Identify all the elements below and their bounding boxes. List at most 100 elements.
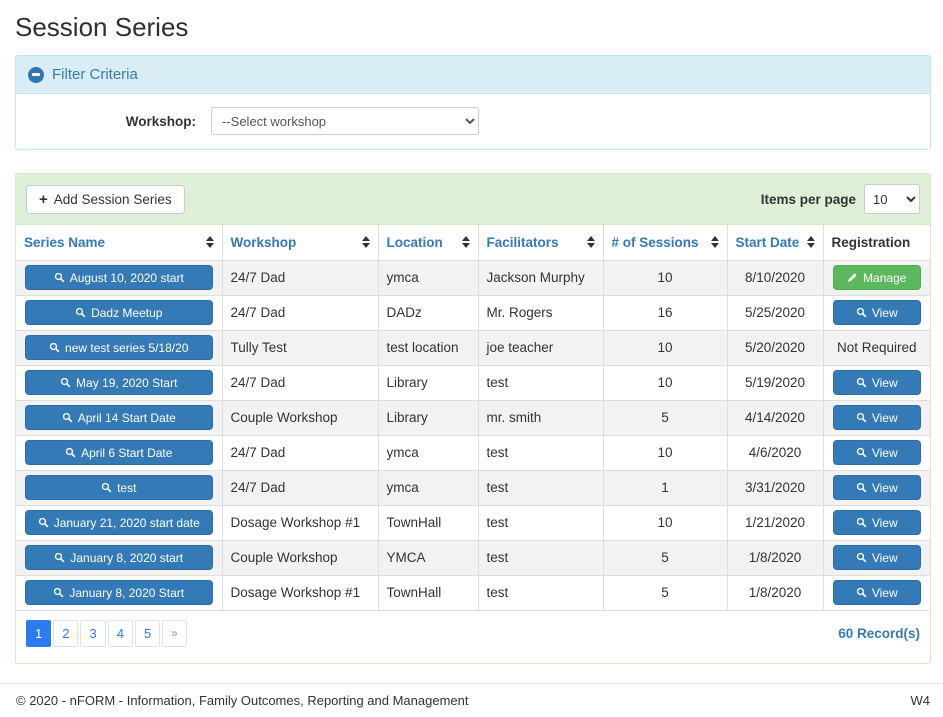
registration-button[interactable]: View [832,440,921,465]
series-name-label: January 21, 2020 start date [53,515,200,530]
registration-button-label: View [871,585,898,600]
copyright-text: © 2020 - nFORM - Information, Family Out… [16,693,469,708]
registration-button-label: View [871,410,898,425]
column-header-series-name[interactable]: Series Name [16,225,223,261]
column-header-facilitators[interactable]: Facilitators [478,225,604,261]
pagination-page-2[interactable]: 2 [53,619,79,647]
pagination-page-4[interactable]: 4 [107,619,133,647]
registration-button[interactable]: View [832,475,921,500]
registration-button-label: View [871,480,898,495]
registration-button[interactable]: View [832,545,921,570]
session-series-card: + Add Session Series Items per page 10 S… [15,173,931,664]
pencil-icon [848,273,857,282]
pagination-next-button[interactable]: » [162,619,187,647]
column-header-workshop[interactable]: Workshop [222,225,379,261]
search-icon [856,482,867,493]
sessions-cell: 10 [603,505,728,541]
location-cell: Library [378,365,479,401]
pagination-page-3[interactable]: 3 [80,619,106,647]
registration-button-label: View [871,375,898,390]
series-name-button[interactable]: April 6 Start Date [24,440,213,465]
workshop-cell: 24/7 Dad [222,295,379,331]
facilitators-cell: test [478,365,604,401]
column-header-start-date[interactable]: Start Date [727,225,824,261]
series-name-button[interactable]: test [24,475,213,500]
workshop-cell: 24/7 Dad [222,435,379,471]
start-date-cell: 4/14/2020 [727,400,824,436]
workshop-cell: Couple Workshop [222,400,379,436]
facilitators-cell: joe teacher [478,330,604,366]
sessions-cell: 10 [603,365,728,401]
search-icon [54,587,64,598]
registration-button[interactable]: View [832,370,921,395]
sessions-cell: 16 [603,295,728,331]
search-icon [856,412,867,423]
workshop-cell: Tully Test [222,330,379,366]
sessions-cell: 10 [603,435,728,471]
search-icon [62,412,73,423]
registration-button[interactable]: View [832,405,921,430]
search-icon [55,552,65,563]
facilitators-cell: Mr. Rogers [478,295,604,331]
start-date-cell: 3/31/2020 [727,470,824,506]
series-name-button[interactable]: January 8, 2020 Start [24,580,213,605]
registration-button[interactable]: Manage [832,265,921,290]
series-name-button[interactable]: Dadz Meetup [24,300,213,325]
table-row: January 8, 2020 Start Dosage Workshop #1… [16,575,930,611]
version-text: W4 [910,693,931,708]
series-name-button[interactable]: May 19, 2020 Start [24,370,213,395]
pagination-page-5[interactable]: 5 [134,619,161,647]
workshop-select[interactable]: --Select workshop [211,107,479,135]
series-name-button[interactable]: January 21, 2020 start date [24,510,213,535]
registration-button[interactable]: View [832,300,921,325]
table-row: January 21, 2020 start date Dosage Works… [16,505,930,541]
workshop-cell: 24/7 Dad [222,260,379,296]
search-icon [65,447,76,458]
filter-panel: Filter Criteria Workshop: --Select works… [15,55,931,150]
registration-button-label: View [871,305,898,320]
table-row: August 10, 2020 start 24/7 Dad ymca Jack… [16,260,930,296]
facilitators-cell: test [478,470,604,506]
sort-icon[interactable] [461,236,470,249]
add-session-series-button[interactable]: + Add Session Series [26,184,185,214]
registration-cell: View [823,295,930,331]
series-name-label: May 19, 2020 Start [76,375,178,390]
facilitators-cell: test [478,505,604,541]
collapse-minus-icon[interactable] [28,66,44,83]
sort-icon[interactable] [586,236,595,249]
registration-button[interactable]: View [832,510,921,535]
filter-criteria-header[interactable]: Filter Criteria [16,56,930,94]
registration-cell: View [823,365,930,401]
search-icon [38,517,49,528]
series-name-button[interactable]: new test series 5/18/20 [24,335,213,360]
pagination-page-1[interactable]: 1 [26,619,52,647]
facilitators-cell: mr. smith [478,400,604,436]
search-icon [60,377,71,388]
sort-icon[interactable] [361,236,370,249]
location-cell: Library [378,400,479,436]
column-header-location[interactable]: Location [378,225,479,261]
sort-icon[interactable] [205,236,214,249]
sort-icon[interactable] [806,236,815,249]
items-per-page-select[interactable]: 10 [864,184,920,214]
series-name-button[interactable]: April 14 Start Date [24,405,213,430]
pagination: 1 2 3 4 5» [26,619,187,647]
registration-button[interactable]: View [832,580,921,605]
table-header-row: Series Name Workshop Location Facilitato… [16,225,930,261]
items-per-page-label: Items per page [760,191,856,207]
plus-icon: + [39,190,48,208]
registration-text: Not Required [836,340,917,355]
column-header-registration: Registration [823,225,930,261]
start-date-cell: 5/25/2020 [727,295,824,331]
table-body: August 10, 2020 start 24/7 Dad ymca Jack… [16,260,930,611]
workshop-cell: Dosage Workshop #1 [222,575,379,611]
series-name-button[interactable]: January 8, 2020 start [24,545,213,570]
filter-body: Workshop: --Select workshop [16,94,930,149]
facilitators-cell: Jackson Murphy [478,260,604,296]
workshop-label: Workshop: [125,113,196,129]
sort-icon[interactable] [710,236,719,249]
series-name-button[interactable]: August 10, 2020 start [24,265,213,290]
start-date-cell: 1/8/2020 [727,540,824,576]
workshop-cell: 24/7 Dad [222,365,379,401]
column-header-sessions[interactable]: # of Sessions [603,225,728,261]
